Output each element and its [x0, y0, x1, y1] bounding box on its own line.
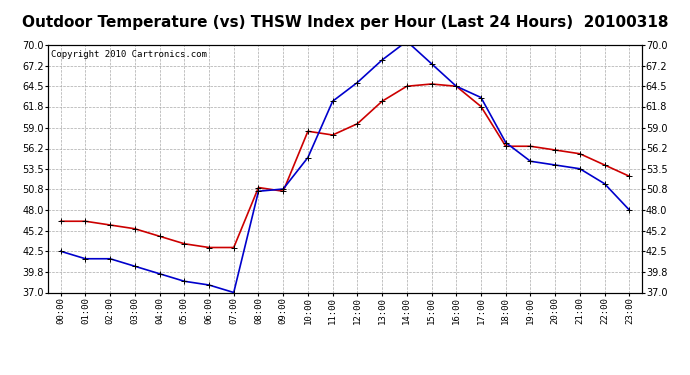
Text: Copyright 2010 Cartronics.com: Copyright 2010 Cartronics.com	[51, 50, 207, 59]
Text: Outdoor Temperature (vs) THSW Index per Hour (Last 24 Hours)  20100318: Outdoor Temperature (vs) THSW Index per …	[22, 15, 668, 30]
